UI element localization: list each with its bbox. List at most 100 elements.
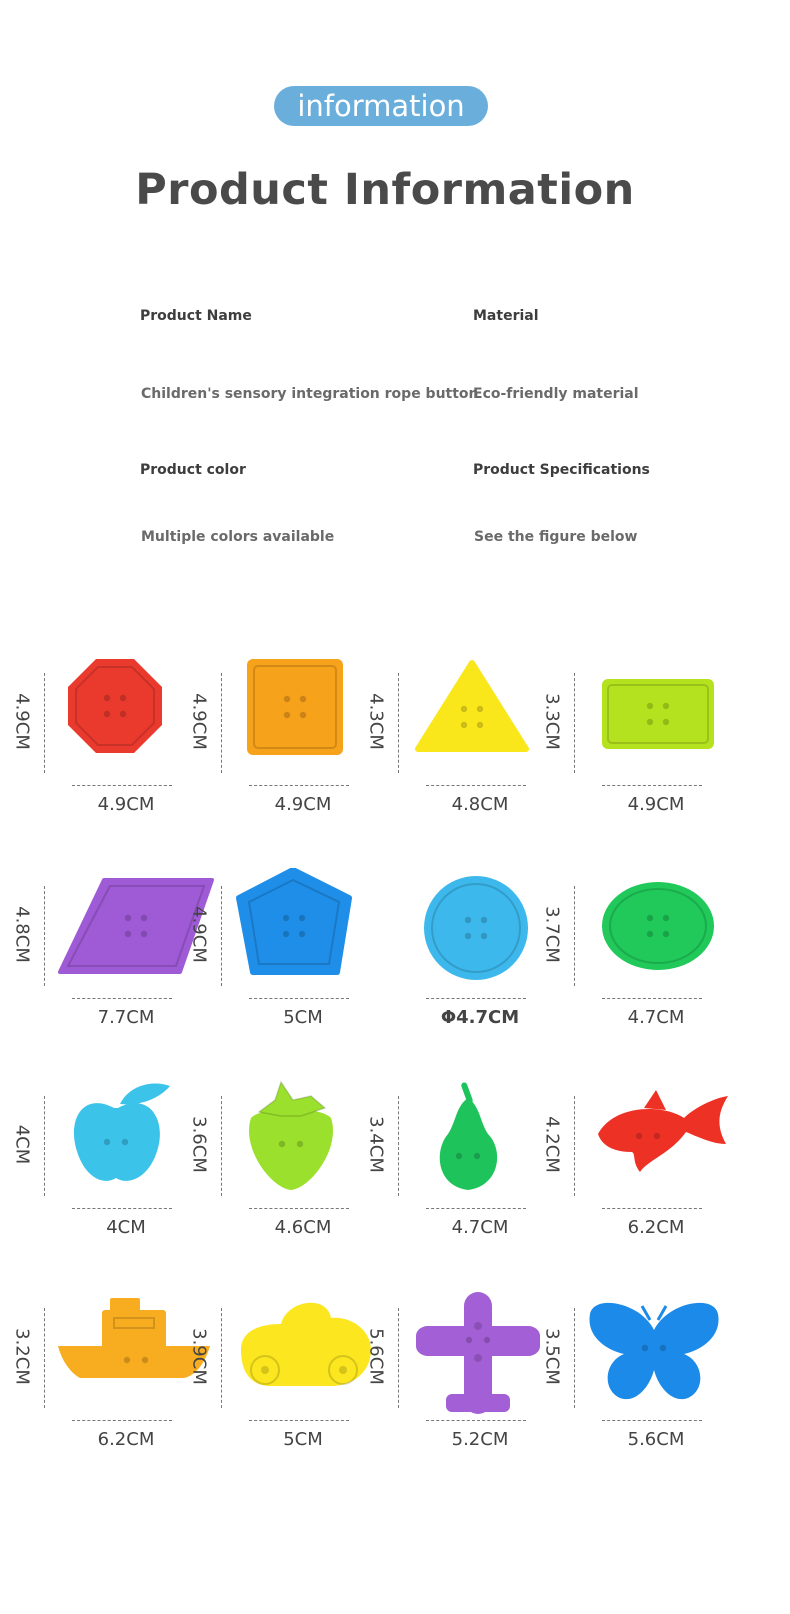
height-label: 3.5CM	[541, 1328, 563, 1385]
material-value: Eco-friendly material	[473, 386, 639, 402]
square-button-item: 4.9CM 4.9CM	[189, 655, 395, 865]
pentagon-button-item: 5CM 4.9CM	[189, 868, 395, 1078]
height-dimension-line	[398, 673, 399, 773]
width-label: 7.7CM	[97, 1007, 155, 1028]
product-name-label: Product Name	[140, 308, 252, 324]
product-color-value: Multiple colors available	[141, 529, 335, 545]
rectangle-button-item: 4.9CM 3.3CM	[542, 655, 748, 865]
height-label: 4.9CM	[188, 693, 210, 750]
information-badge: information	[274, 86, 488, 126]
strawberry-button-icon	[249, 1080, 333, 1190]
width-dimension-line	[426, 1420, 526, 1421]
height-dimension-line	[221, 1096, 222, 1196]
height-dimension-line	[574, 1096, 575, 1196]
plane-button-icon	[416, 1292, 540, 1414]
height-label: 4.9CM	[11, 693, 33, 750]
product-color-label: Product color	[140, 462, 246, 478]
octagon-button-item: 4.9CM 4.9CM	[12, 655, 218, 865]
height-label: 3.6CM	[188, 1116, 210, 1173]
height-dimension-line	[44, 1308, 45, 1408]
boat-button-item: 6.2CM 3.2CM	[12, 1290, 218, 1500]
product-specifications-value: See the figure below	[474, 529, 638, 545]
height-label: 4.9CM	[188, 906, 210, 963]
rhombus-button-item: 7.7CM 4.8CM	[12, 868, 218, 1078]
page-title: Product Information	[135, 165, 635, 215]
apple-button-item: 4CM 4CM	[12, 1078, 218, 1288]
triangle-button-icon	[415, 660, 529, 752]
square-button-icon	[247, 659, 343, 755]
height-label: 5.6CM	[365, 1328, 387, 1385]
rectangle-button-icon	[602, 679, 714, 749]
width-dimension-line	[602, 1208, 702, 1209]
width-dimension-line	[72, 1420, 172, 1421]
width-dimension-line	[249, 998, 349, 999]
height-label: 3.4CM	[365, 1116, 387, 1173]
car-button-icon	[241, 1302, 371, 1386]
height-label: 3.3CM	[541, 693, 563, 750]
height-dimension-line	[221, 673, 222, 773]
width-label: 4CM	[106, 1217, 146, 1238]
height-label: 3.9CM	[188, 1328, 210, 1385]
width-dimension-line	[72, 998, 172, 999]
pear-button-icon	[439, 1082, 498, 1190]
width-label: 5CM	[283, 1429, 323, 1450]
apple-button-icon	[73, 1083, 170, 1181]
height-dimension-line	[44, 673, 45, 773]
width-dimension-line	[72, 1208, 172, 1209]
height-dimension-line	[44, 886, 45, 986]
height-dimension-line	[398, 1308, 399, 1408]
width-label: 6.2CM	[627, 1217, 685, 1238]
width-dimension-line	[602, 785, 702, 786]
fish-button-item: 6.2CM 4.2CM	[542, 1078, 748, 1288]
fish-button-icon	[598, 1090, 728, 1172]
width-label: 4.7CM	[627, 1007, 685, 1028]
height-label: 4.8CM	[11, 906, 33, 963]
octagon-button-icon	[68, 659, 162, 753]
material-label: Material	[473, 308, 539, 324]
width-dimension-line	[602, 998, 702, 999]
product-name-value: Children's sensory integration rope butt…	[141, 386, 479, 402]
triangle-button-item: 4.8CM 4.3CM	[366, 655, 572, 865]
width-label: 4.9CM	[274, 794, 332, 815]
pentagon-button-icon	[236, 868, 352, 975]
pear-button-item: 4.7CM 3.4CM	[366, 1078, 572, 1288]
height-dimension-line	[398, 1096, 399, 1196]
rhombus-button-icon	[58, 878, 214, 974]
height-dimension-line	[221, 886, 222, 986]
width-dimension-line	[426, 998, 526, 999]
height-dimension-line	[574, 886, 575, 986]
product-specifications-label: Product Specifications	[473, 462, 650, 478]
width-label: 5.6CM	[627, 1429, 685, 1450]
plane-button-item: 5.2CM 5.6CM	[366, 1290, 572, 1500]
width-label: 4.8CM	[451, 794, 509, 815]
width-label: 4.9CM	[627, 794, 685, 815]
circle-button-item: Φ4.7CM	[394, 868, 572, 1078]
width-dimension-line	[249, 1420, 349, 1421]
height-dimension-line	[574, 1308, 575, 1408]
circle-button-icon	[424, 876, 528, 980]
oval-button-icon	[602, 882, 714, 970]
height-dimension-line	[221, 1308, 222, 1408]
height-dimension-line	[44, 1096, 45, 1196]
width-label: 5CM	[283, 1007, 323, 1028]
width-dimension-line	[249, 785, 349, 786]
oval-button-item: 4.7CM 3.7CM	[542, 868, 748, 1078]
width-label: 4.6CM	[274, 1217, 332, 1238]
butterfly-button-icon	[589, 1302, 719, 1400]
car-button-item: 5CM 3.9CM	[189, 1290, 395, 1500]
height-label: 4CM	[11, 1124, 33, 1165]
height-label: 3.2CM	[11, 1328, 33, 1385]
width-dimension-line	[426, 785, 526, 786]
height-dimension-line	[574, 673, 575, 773]
strawberry-button-item: 4.6CM 3.6CM	[189, 1078, 395, 1288]
height-label: 3.7CM	[541, 906, 563, 963]
butterfly-button-item: 5.6CM 3.5CM	[542, 1290, 748, 1500]
width-label: 4.9CM	[97, 794, 155, 815]
height-label: 4.2CM	[541, 1116, 563, 1173]
width-label: 6.2CM	[97, 1429, 155, 1450]
width-dimension-line	[72, 785, 172, 786]
width-label: 4.7CM	[451, 1217, 509, 1238]
width-dimension-line	[602, 1420, 702, 1421]
width-dimension-line	[249, 1208, 349, 1209]
boat-button-icon	[58, 1298, 210, 1378]
